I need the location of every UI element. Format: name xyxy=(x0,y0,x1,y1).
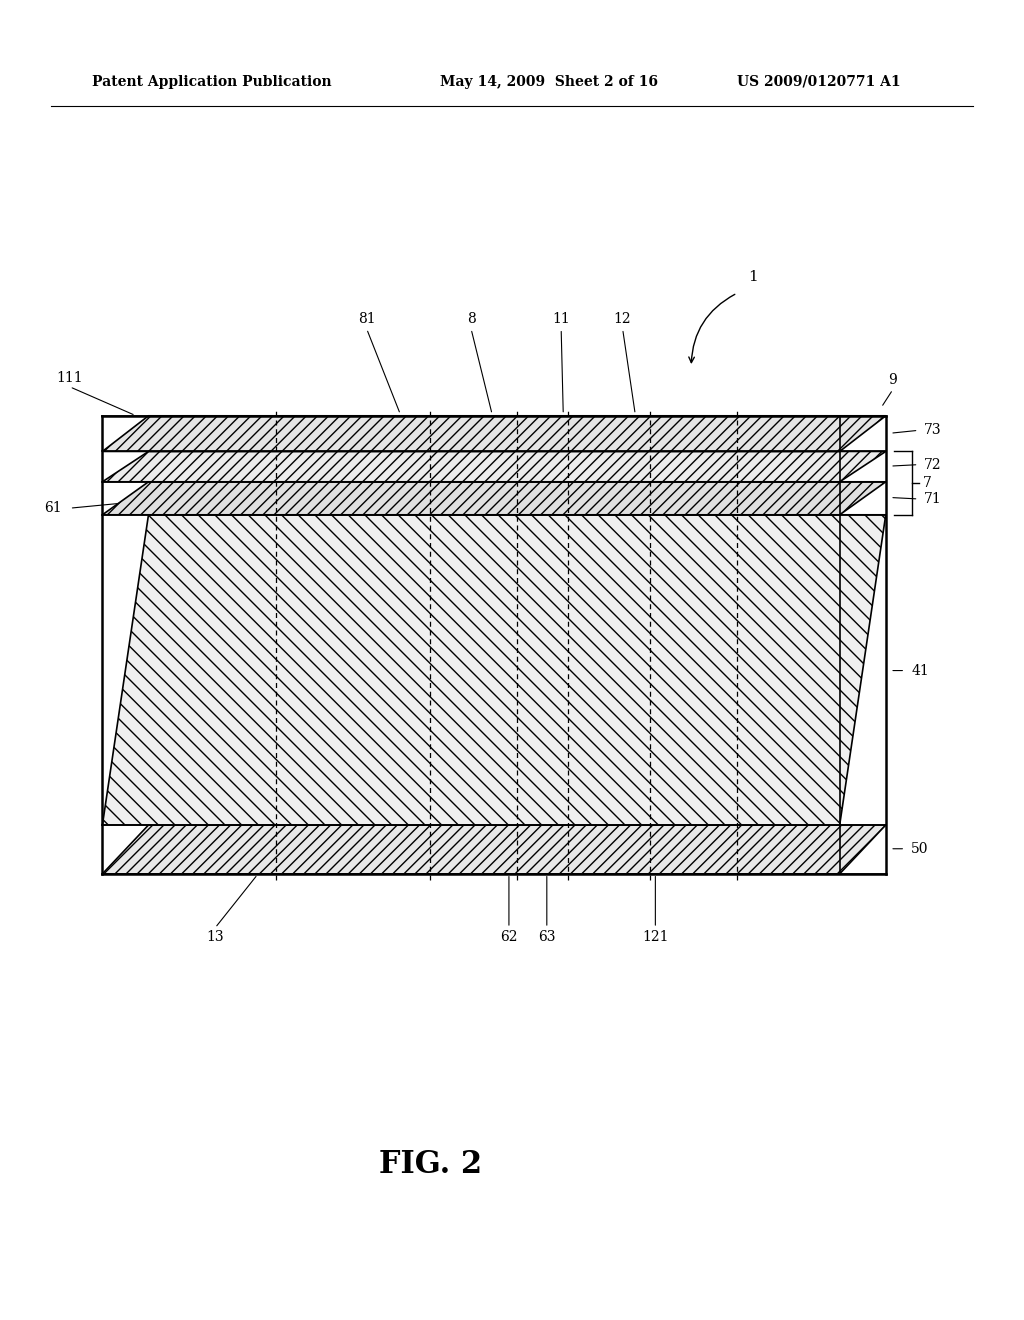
Text: 50: 50 xyxy=(911,842,929,855)
Text: 63: 63 xyxy=(538,931,556,944)
FancyArrowPatch shape xyxy=(689,294,735,363)
Text: 1: 1 xyxy=(748,271,758,284)
Text: 12: 12 xyxy=(613,313,632,326)
Polygon shape xyxy=(102,515,886,825)
Text: 7: 7 xyxy=(923,477,932,490)
Polygon shape xyxy=(102,482,886,515)
Text: 11: 11 xyxy=(552,313,570,326)
Text: 81: 81 xyxy=(357,313,376,326)
Polygon shape xyxy=(102,825,886,874)
Text: 41: 41 xyxy=(911,664,929,677)
Text: 73: 73 xyxy=(924,424,941,437)
Text: FIG. 2: FIG. 2 xyxy=(379,1148,481,1180)
Text: 72: 72 xyxy=(924,458,941,471)
Text: 61: 61 xyxy=(44,502,61,515)
Text: 13: 13 xyxy=(206,931,224,944)
Text: US 2009/0120771 A1: US 2009/0120771 A1 xyxy=(737,75,901,88)
Text: 9: 9 xyxy=(889,374,897,387)
Polygon shape xyxy=(102,416,886,451)
Text: 111: 111 xyxy=(56,371,83,384)
Text: 8: 8 xyxy=(467,313,475,326)
Text: 121: 121 xyxy=(642,931,669,944)
Text: May 14, 2009  Sheet 2 of 16: May 14, 2009 Sheet 2 of 16 xyxy=(440,75,658,88)
Text: 71: 71 xyxy=(924,492,941,506)
Polygon shape xyxy=(102,451,886,482)
Text: Patent Application Publication: Patent Application Publication xyxy=(92,75,332,88)
Text: 62: 62 xyxy=(500,931,518,944)
